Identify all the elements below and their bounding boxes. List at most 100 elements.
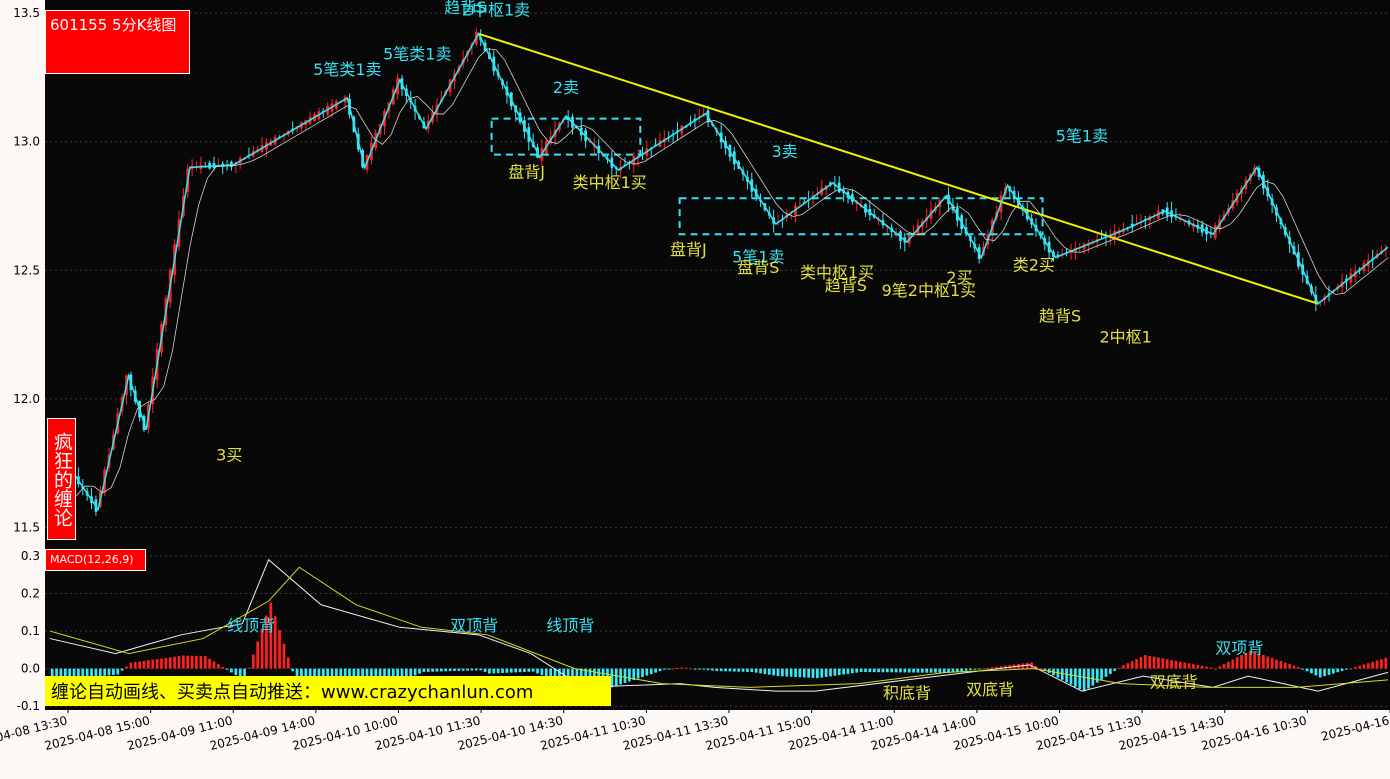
macd-histogram-bar [1039, 668, 1042, 670]
macd-histogram-bar [1139, 657, 1143, 669]
macd-histogram-bar [63, 668, 67, 680]
macd-histogram-bar [859, 668, 863, 673]
macd-histogram-bar [103, 668, 107, 676]
macd-histogram-bar [969, 668, 972, 671]
macd-histogram-bar [203, 656, 207, 669]
macd-histogram-bar [1297, 667, 1300, 669]
macd-histogram-bar [199, 656, 203, 669]
macd-histogram-bar [216, 664, 220, 669]
macd-histogram-bar [273, 616, 277, 669]
macd-histogram-bar [1174, 660, 1178, 669]
macd-dea-line [49, 566, 1389, 688]
macd-histogram-bar [1275, 659, 1278, 669]
macd-histogram-bar [890, 668, 894, 673]
macd-histogram-bar [864, 668, 867, 673]
macd-histogram-bar [1349, 668, 1353, 670]
macd-histogram-bar [885, 668, 889, 673]
overlays [49, 31, 1389, 528]
macd-histogram-bar [1078, 668, 1082, 690]
macd-histogram-bar [846, 668, 850, 674]
macd-histogram-bar [190, 655, 194, 669]
macd-histogram-bar [238, 668, 242, 678]
signal-label: 类中枢1买 [800, 263, 874, 282]
macd-histogram-bar [1340, 668, 1344, 671]
y-tick-label: 12.5 [13, 263, 40, 277]
macd-histogram-bar [1288, 664, 1291, 669]
macd-histogram-bar [107, 668, 111, 676]
macd-signal-label: 双底背 [1150, 672, 1198, 691]
macd-histogram-bar [1170, 660, 1173, 669]
macd-histogram-bar [1279, 661, 1283, 669]
macd-histogram-bar [501, 668, 504, 673]
macd-histogram-bar [610, 668, 614, 688]
macd-histogram-bar [1318, 668, 1322, 678]
y-tick-label: 13.0 [13, 135, 40, 149]
macd-histogram-bar [1178, 661, 1182, 669]
macd-histogram-bar [920, 668, 924, 673]
macd-histogram-bar [645, 668, 649, 676]
macd-histogram-bar [1113, 668, 1117, 671]
macd-histogram-bar [1034, 666, 1038, 669]
macd-histogram-bar [1371, 661, 1375, 669]
macd-histogram-bar [1126, 663, 1130, 669]
moving-average-line [49, 48, 1389, 528]
macd-histogram-bar [658, 668, 662, 672]
macd-histogram-bar [1074, 668, 1077, 687]
macd-histogram-bar [1235, 657, 1239, 669]
macd-histogram-bar [81, 668, 85, 678]
macd-histogram-bar [1161, 658, 1165, 669]
macd-histogram-bar [59, 668, 63, 680]
macd-histogram-bar [125, 666, 128, 669]
macd-y-tick-label: 0.1 [21, 624, 40, 638]
macd-histogram-bar [120, 668, 124, 671]
macd-histogram-bar [151, 659, 155, 669]
macd-histogram-bar [496, 668, 500, 674]
signal-label: 2卖 [553, 78, 579, 97]
macd-histogram-bar [1283, 662, 1287, 669]
macd-histogram-bar [243, 668, 246, 681]
macd-histogram-bar [1069, 668, 1073, 685]
macd-histogram-bar [278, 629, 281, 669]
macd-histogram-bar [488, 668, 491, 674]
macd-histogram-bar [1323, 668, 1326, 677]
macd-histogram-bar [431, 668, 434, 672]
macd-histogram-bar [811, 668, 815, 678]
macd-histogram-bar [422, 668, 426, 672]
macd-histogram-bar [1196, 664, 1200, 669]
macd-histogram-bar [995, 666, 999, 669]
macd-histogram-bar [1375, 660, 1379, 669]
macd-y-tick-label: 0.0 [21, 662, 40, 676]
macd-histogram-bar [405, 668, 408, 679]
signal-label: 类2买 [1013, 255, 1055, 274]
macd-histogram-bar [1248, 650, 1252, 669]
signal-label: 趋背S [444, 0, 486, 17]
macd-histogram-bar [750, 668, 754, 673]
macd-histogram-bar [282, 643, 286, 669]
macd-histogram-bar [142, 660, 146, 669]
macd-signal-label: 线顶背 [546, 616, 594, 635]
macd-histogram-bar [195, 655, 198, 669]
macd-histogram-bar [1353, 667, 1357, 669]
macd-y-tick-label: 0.2 [21, 587, 40, 601]
signal-label: 盘背S [737, 258, 779, 277]
macd-histogram-bar [1130, 661, 1134, 669]
macd-histogram-bar [1292, 665, 1296, 669]
macd-histogram-bar [418, 668, 421, 674]
macd-histogram-bar [1209, 667, 1213, 669]
macd-histogram-bar [383, 668, 386, 683]
macd-histogram-bar [1331, 668, 1335, 674]
signal-label: 趋背S [1039, 307, 1081, 326]
macd-histogram-bar [396, 668, 399, 682]
macd-histogram-bar [1091, 668, 1095, 686]
macd-histogram-bar [1095, 668, 1099, 683]
macd-histogram-bar [964, 668, 968, 671]
macd-histogram-bar [474, 668, 478, 671]
signal-label: 5笔1卖 [732, 248, 784, 267]
macd-signal-label: 线顶背 [227, 616, 275, 635]
macd-histogram-bar [1384, 657, 1388, 669]
macd-histogram-bar [531, 668, 535, 672]
macd-histogram-bar [676, 667, 679, 669]
macd-histogram-bar [654, 668, 657, 673]
signal-label: 5笔类1卖 [313, 60, 381, 79]
